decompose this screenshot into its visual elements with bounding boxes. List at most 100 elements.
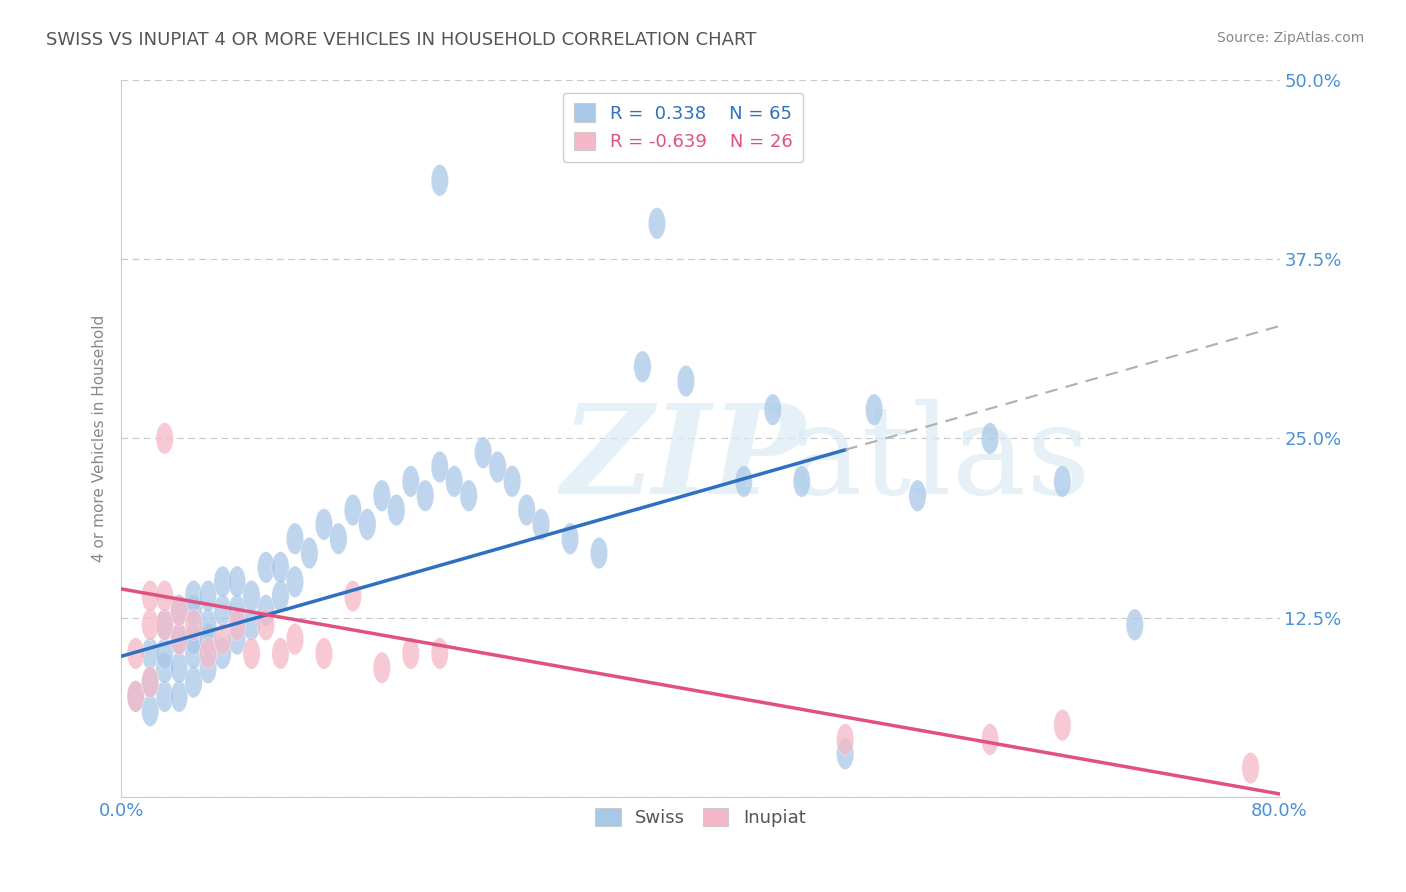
Ellipse shape bbox=[257, 595, 274, 626]
Ellipse shape bbox=[402, 638, 419, 669]
Ellipse shape bbox=[156, 681, 173, 712]
Ellipse shape bbox=[186, 609, 202, 640]
Ellipse shape bbox=[533, 508, 550, 541]
Ellipse shape bbox=[243, 638, 260, 669]
Ellipse shape bbox=[837, 723, 853, 756]
Y-axis label: 4 or more Vehicles in Household: 4 or more Vehicles in Household bbox=[93, 315, 107, 562]
Ellipse shape bbox=[460, 480, 478, 511]
Ellipse shape bbox=[837, 738, 853, 770]
Ellipse shape bbox=[186, 666, 202, 698]
Ellipse shape bbox=[156, 581, 173, 612]
Ellipse shape bbox=[315, 638, 333, 669]
Ellipse shape bbox=[432, 164, 449, 196]
Ellipse shape bbox=[257, 551, 274, 583]
Ellipse shape bbox=[127, 638, 145, 669]
Ellipse shape bbox=[142, 695, 159, 727]
Ellipse shape bbox=[170, 595, 188, 626]
Ellipse shape bbox=[186, 581, 202, 612]
Legend: Swiss, Inupiat: Swiss, Inupiat bbox=[588, 800, 813, 834]
Ellipse shape bbox=[214, 638, 231, 669]
Ellipse shape bbox=[186, 638, 202, 669]
Ellipse shape bbox=[344, 494, 361, 525]
Ellipse shape bbox=[200, 581, 217, 612]
Ellipse shape bbox=[228, 566, 246, 598]
Ellipse shape bbox=[142, 666, 159, 698]
Ellipse shape bbox=[142, 609, 159, 640]
Ellipse shape bbox=[127, 681, 145, 712]
Ellipse shape bbox=[271, 638, 290, 669]
Ellipse shape bbox=[402, 466, 419, 497]
Ellipse shape bbox=[981, 423, 998, 454]
Ellipse shape bbox=[156, 423, 173, 454]
Ellipse shape bbox=[517, 494, 536, 525]
Ellipse shape bbox=[344, 581, 361, 612]
Ellipse shape bbox=[561, 523, 579, 555]
Ellipse shape bbox=[446, 466, 463, 497]
Text: atlas: atlas bbox=[787, 400, 1091, 520]
Ellipse shape bbox=[170, 595, 188, 626]
Ellipse shape bbox=[908, 480, 927, 511]
Ellipse shape bbox=[1126, 609, 1143, 640]
Ellipse shape bbox=[678, 365, 695, 397]
Ellipse shape bbox=[591, 537, 607, 569]
Ellipse shape bbox=[170, 624, 188, 655]
Ellipse shape bbox=[1053, 709, 1071, 741]
Ellipse shape bbox=[257, 609, 274, 640]
Ellipse shape bbox=[142, 581, 159, 612]
Ellipse shape bbox=[142, 666, 159, 698]
Ellipse shape bbox=[388, 494, 405, 525]
Ellipse shape bbox=[214, 595, 231, 626]
Ellipse shape bbox=[1241, 752, 1260, 784]
Ellipse shape bbox=[287, 523, 304, 555]
Ellipse shape bbox=[271, 551, 290, 583]
Ellipse shape bbox=[200, 638, 217, 669]
Ellipse shape bbox=[489, 451, 506, 483]
Ellipse shape bbox=[287, 624, 304, 655]
Text: SWISS VS INUPIAT 4 OR MORE VEHICLES IN HOUSEHOLD CORRELATION CHART: SWISS VS INUPIAT 4 OR MORE VEHICLES IN H… bbox=[46, 31, 756, 49]
Ellipse shape bbox=[373, 652, 391, 683]
Ellipse shape bbox=[142, 638, 159, 669]
Ellipse shape bbox=[156, 609, 173, 640]
Ellipse shape bbox=[763, 394, 782, 425]
Ellipse shape bbox=[228, 609, 246, 640]
Text: Source: ZipAtlas.com: Source: ZipAtlas.com bbox=[1216, 31, 1364, 45]
Ellipse shape bbox=[156, 652, 173, 683]
Ellipse shape bbox=[170, 624, 188, 655]
Ellipse shape bbox=[127, 681, 145, 712]
Ellipse shape bbox=[200, 624, 217, 655]
Ellipse shape bbox=[432, 638, 449, 669]
Ellipse shape bbox=[271, 581, 290, 612]
Ellipse shape bbox=[200, 652, 217, 683]
Ellipse shape bbox=[330, 523, 347, 555]
Ellipse shape bbox=[156, 638, 173, 669]
Ellipse shape bbox=[373, 480, 391, 511]
Ellipse shape bbox=[432, 451, 449, 483]
Ellipse shape bbox=[287, 566, 304, 598]
Ellipse shape bbox=[228, 624, 246, 655]
Ellipse shape bbox=[170, 652, 188, 683]
Ellipse shape bbox=[359, 508, 375, 541]
Ellipse shape bbox=[243, 609, 260, 640]
Ellipse shape bbox=[503, 466, 520, 497]
Ellipse shape bbox=[156, 609, 173, 640]
Ellipse shape bbox=[186, 595, 202, 626]
Ellipse shape bbox=[200, 609, 217, 640]
Ellipse shape bbox=[793, 466, 810, 497]
Ellipse shape bbox=[315, 508, 333, 541]
Ellipse shape bbox=[228, 595, 246, 626]
Ellipse shape bbox=[866, 394, 883, 425]
Ellipse shape bbox=[648, 208, 665, 239]
Ellipse shape bbox=[474, 437, 492, 468]
Ellipse shape bbox=[634, 351, 651, 383]
Ellipse shape bbox=[735, 466, 752, 497]
Ellipse shape bbox=[186, 624, 202, 655]
Ellipse shape bbox=[981, 723, 998, 756]
Ellipse shape bbox=[243, 581, 260, 612]
Ellipse shape bbox=[301, 537, 318, 569]
Text: ZIP: ZIP bbox=[561, 399, 806, 521]
Ellipse shape bbox=[1053, 466, 1071, 497]
Ellipse shape bbox=[170, 681, 188, 712]
Ellipse shape bbox=[214, 566, 231, 598]
Ellipse shape bbox=[416, 480, 434, 511]
Ellipse shape bbox=[214, 624, 231, 655]
